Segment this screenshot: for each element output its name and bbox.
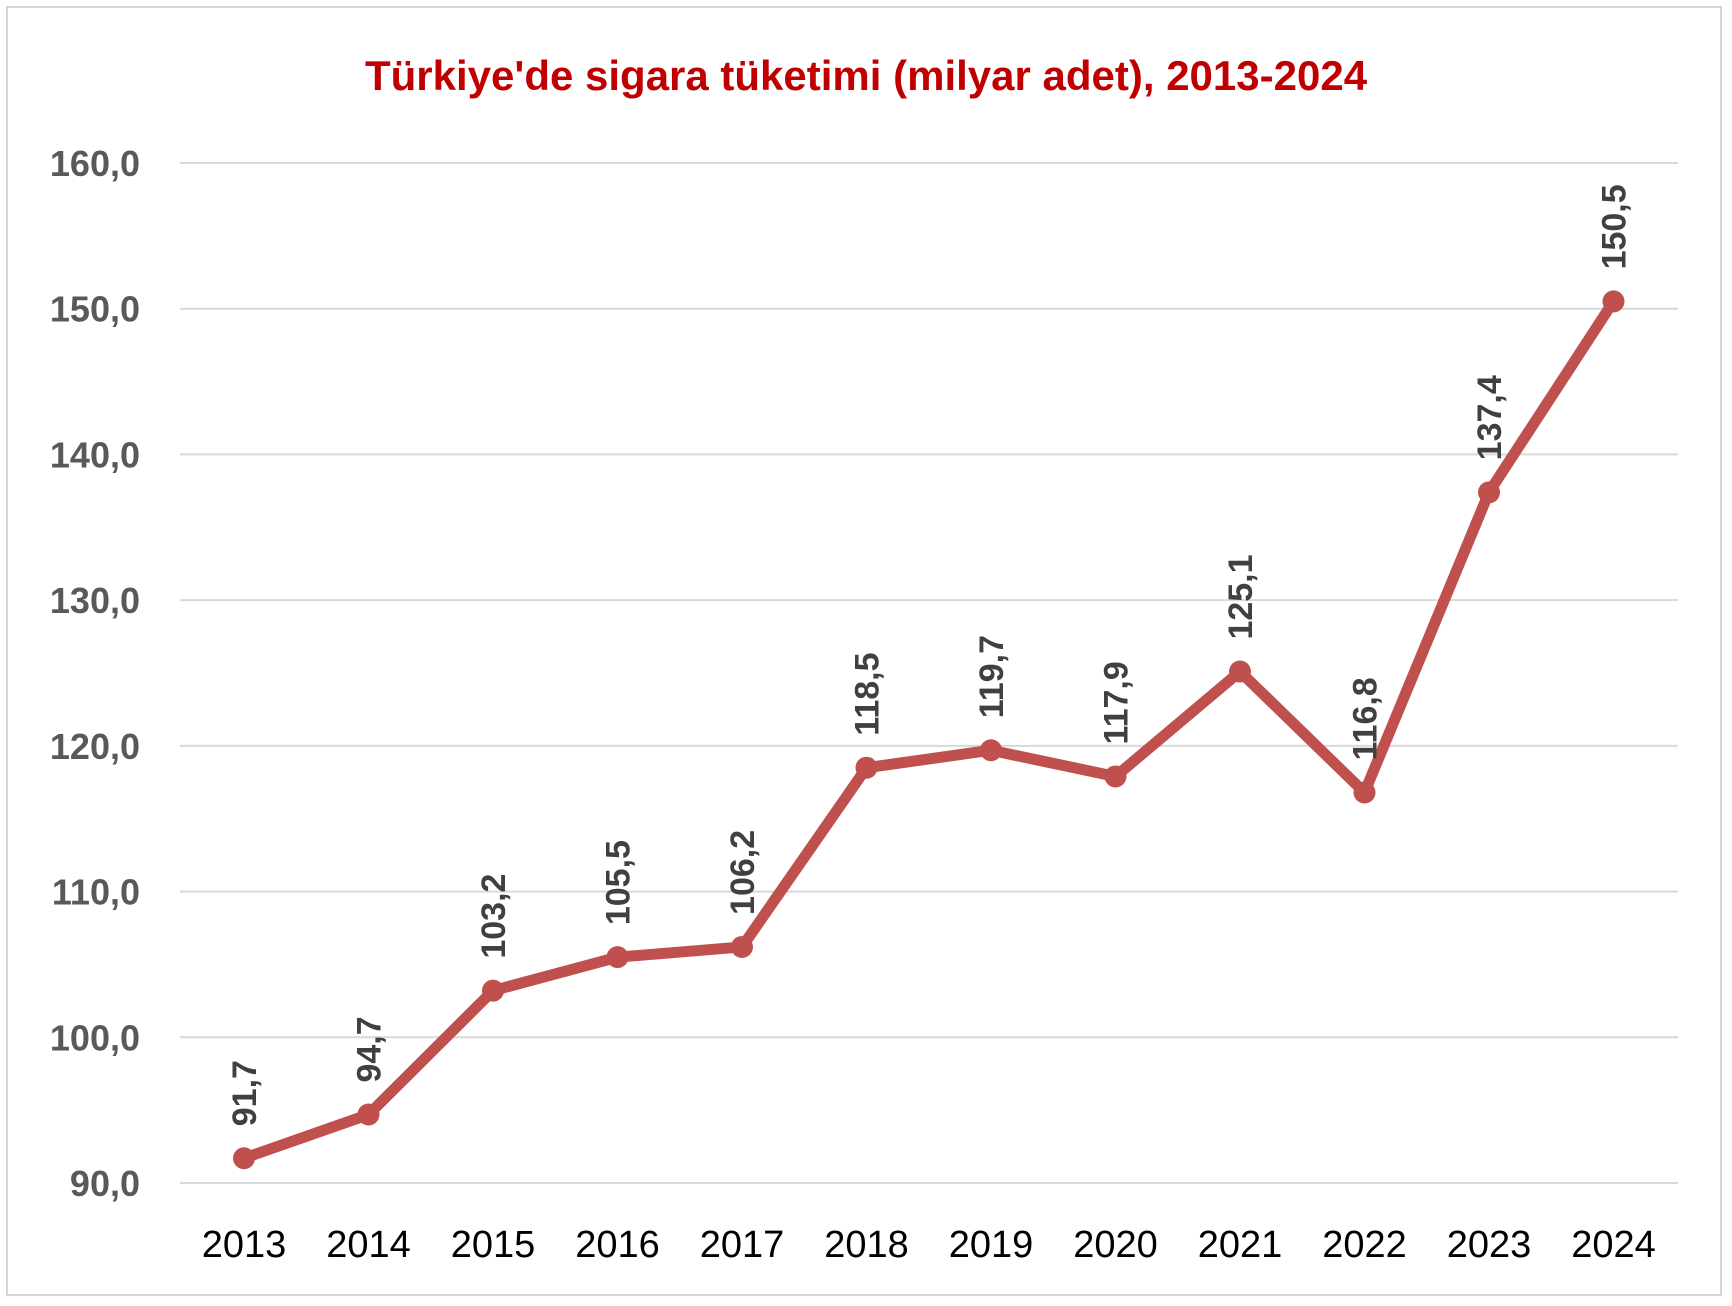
data-label: 117,9 <box>1098 661 1136 744</box>
data-labels: 91,7 94,7 103,2 105,5 106,2 118,5 119,7 117,9 12… <box>226 184 1634 1126</box>
y-tick-label: 120,0 <box>50 726 140 767</box>
x-axis-ticks: 2013 2014 2015 2016 2017 2018 2019 2020 2021 2022… <box>202 1224 1656 1266</box>
data-point <box>1602 290 1625 313</box>
y-tick-label: 130,0 <box>50 580 140 621</box>
x-tick-label: 2021 <box>1198 1224 1283 1266</box>
y-axis-ticks: 90,0 100,0 110,0 120,0 130,0 140,0 150,0 160,0 <box>50 143 140 1204</box>
data-label: 119,7 <box>973 635 1011 718</box>
data-label: 94,7 <box>351 1016 389 1082</box>
data-point <box>731 935 753 958</box>
data-label: 150,5 <box>1596 184 1634 269</box>
x-tick-label: 2018 <box>824 1224 909 1266</box>
x-tick-label: 2024 <box>1571 1224 1656 1266</box>
x-tick-label: 2016 <box>575 1224 660 1266</box>
data-point <box>855 756 878 779</box>
x-tick-label: 2015 <box>451 1224 536 1266</box>
chart-title: Türkiye'de sigara tüketimi (milyar adet)… <box>364 52 1368 99</box>
y-tick-label: 140,0 <box>50 434 140 475</box>
y-tick-label: 160,0 <box>50 143 140 184</box>
y-tick-label: 150,0 <box>50 289 140 330</box>
x-tick-label: 2022 <box>1322 1224 1407 1266</box>
data-point <box>1229 660 1251 683</box>
data-label: 137,4 <box>1471 375 1509 460</box>
x-tick-label: 2023 <box>1447 1224 1532 1266</box>
data-point <box>357 1103 380 1126</box>
y-tick-label: 110,0 <box>52 872 140 913</box>
data-label: 106,2 <box>724 830 762 915</box>
series-points <box>233 290 1625 1170</box>
data-label: 125,1 <box>1222 554 1260 639</box>
x-tick-label: 2017 <box>700 1224 785 1266</box>
data-point <box>980 739 1002 762</box>
data-label: 105,5 <box>600 840 638 925</box>
data-point <box>233 1147 255 1170</box>
data-point <box>1353 781 1376 804</box>
data-point <box>606 946 629 969</box>
y-tick-label: 100,0 <box>50 1017 140 1058</box>
chart-frame: Türkiye'de sigara tüketimi (milyar adet)… <box>6 6 1722 1296</box>
x-tick-label: 2019 <box>949 1224 1034 1266</box>
x-tick-label: 2014 <box>326 1224 411 1266</box>
series-polyline <box>238 295 1619 1164</box>
gridlines <box>180 162 1678 1184</box>
data-label: 118,5 <box>849 652 887 735</box>
x-tick-label: 2020 <box>1073 1224 1158 1266</box>
data-label: 116,8 <box>1347 677 1385 760</box>
data-point <box>1478 481 1500 504</box>
data-point <box>482 979 504 1002</box>
data-point <box>1104 765 1127 788</box>
series-line <box>238 295 1619 1164</box>
x-tick-label: 2013 <box>202 1224 287 1266</box>
y-tick-label: 90,0 <box>70 1163 140 1204</box>
data-label: 103,2 <box>475 874 513 959</box>
data-label: 91,7 <box>226 1060 264 1126</box>
